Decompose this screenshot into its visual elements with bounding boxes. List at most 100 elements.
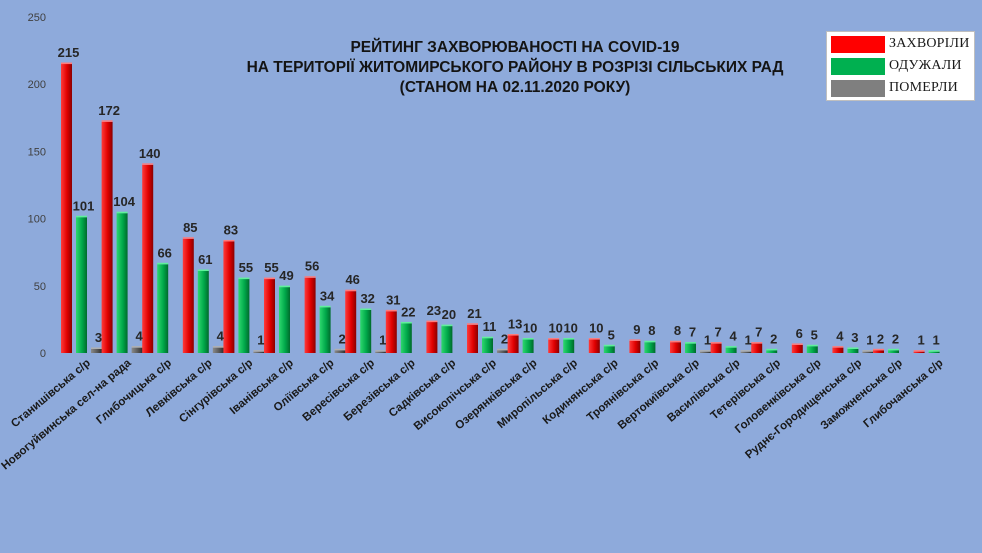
data-label: 10 <box>523 321 537 336</box>
bar-top-face <box>375 350 387 352</box>
data-label: 2 <box>501 331 508 346</box>
legend-item-deceased: ПОМЕРЛИ <box>831 78 971 98</box>
bar-recovered <box>319 307 331 353</box>
bar-top-face <box>304 276 316 278</box>
data-label: 4 <box>729 329 737 344</box>
y-tick-label: 50 <box>34 281 46 293</box>
chart-title: РЕЙТИНГ ЗАХВОРЮВАНОСТІ НА COVID-19 НА ТЕ… <box>215 38 815 98</box>
bar-infected <box>548 339 560 353</box>
y-tick-label: 200 <box>28 79 46 91</box>
bar-top-face <box>507 334 519 336</box>
data-label: 104 <box>113 194 135 209</box>
bar-recovered <box>563 339 575 353</box>
bar-recovered <box>400 323 412 353</box>
bar-top-face <box>334 348 346 351</box>
y-tick-label: 100 <box>28 214 46 226</box>
bar-recovered <box>522 339 534 353</box>
data-label: 4 <box>217 329 225 344</box>
data-label: 3 <box>851 330 858 345</box>
data-label: 20 <box>442 307 456 322</box>
data-label: 9 <box>633 322 640 337</box>
bar-top-face <box>76 215 87 218</box>
bar-deceased <box>740 351 752 353</box>
category-label: Сінгурівська с/р <box>177 357 255 425</box>
data-label: 8 <box>648 323 655 338</box>
bar-top-face <box>888 348 899 351</box>
category-label: Тетерівська с/р <box>709 357 783 422</box>
data-label: 2 <box>877 331 884 346</box>
bar-top-face <box>563 338 575 340</box>
bar-recovered <box>441 326 453 353</box>
bar-top-face <box>157 262 169 265</box>
bar-top-face <box>116 211 128 214</box>
legend-swatch-green <box>831 58 885 75</box>
bar-top-face <box>385 309 397 312</box>
data-label: 10 <box>563 321 577 336</box>
bar-top-face <box>238 277 250 280</box>
data-label: 13 <box>508 317 522 332</box>
bar-top-face <box>751 342 763 344</box>
data-label: 7 <box>755 325 762 340</box>
value-labels-group: 2151013172104414066856148355155495634246… <box>58 45 940 348</box>
bar-deceased <box>212 347 224 353</box>
legend-swatch-red <box>831 36 885 53</box>
legend-item-infected: ЗАХВОРІЛИ <box>831 34 971 54</box>
data-label: 215 <box>58 45 80 60</box>
data-label: 140 <box>139 146 161 161</box>
bar-top-face <box>710 342 722 344</box>
bar-deceased <box>497 350 508 353</box>
bar-deceased <box>334 350 346 353</box>
bar-top-face <box>345 289 357 292</box>
data-label: 23 <box>427 303 441 318</box>
category-label: Василівська с/р <box>665 357 742 425</box>
data-label: 172 <box>98 103 120 118</box>
data-label: 1 <box>744 333 751 348</box>
bar-deceased <box>862 351 874 353</box>
bar-top-face <box>142 163 154 165</box>
data-label: 7 <box>689 325 696 340</box>
bar-infected <box>670 342 681 353</box>
category-label: Глибочанська с/р <box>862 357 946 430</box>
bar-top-face <box>913 350 925 352</box>
bar-top-face <box>740 350 752 352</box>
data-label: 4 <box>836 329 844 344</box>
bar-top-face <box>847 347 859 349</box>
bar-top-face <box>441 324 453 327</box>
data-label: 55 <box>239 260 253 275</box>
bar-infected <box>507 335 519 353</box>
data-label: 32 <box>360 291 374 306</box>
title-line-1: РЕЙТИНГ ЗАХВОРЮВАНОСТІ НА COVID-19 <box>350 39 680 56</box>
data-label: 34 <box>320 288 335 303</box>
chart-legend: ЗАХВОРІЛИ ОДУЖАЛИ ПОМЕРЛИ <box>826 31 975 101</box>
bar-infected <box>264 279 275 353</box>
bar-infected <box>345 291 357 353</box>
data-label: 8 <box>674 323 681 338</box>
category-label: Троянівська с/р <box>585 357 661 424</box>
bar-recovered <box>603 346 615 353</box>
data-label: 22 <box>401 304 415 319</box>
bar-top-face <box>832 346 844 348</box>
bar-top-face <box>644 340 656 343</box>
data-label: 1 <box>379 333 386 348</box>
data-label: 49 <box>279 268 293 283</box>
data-label: 2 <box>770 331 777 346</box>
data-label: 31 <box>386 292 400 307</box>
data-label: 6 <box>796 326 803 341</box>
data-label: 4 <box>135 329 143 344</box>
y-tick-label: 150 <box>28 146 46 158</box>
bar-top-face <box>873 348 884 351</box>
bar-top-face <box>548 338 560 340</box>
bar-infected <box>101 121 113 353</box>
bar-top-face <box>91 347 102 349</box>
bar-recovered <box>279 287 290 353</box>
bar-infected <box>467 324 478 353</box>
category-label: Глибочицька с/р <box>94 357 174 427</box>
bar-top-face <box>603 344 615 347</box>
bar-top-face <box>725 346 737 348</box>
bar-top-face <box>700 350 711 352</box>
category-label: Березівська с/р <box>342 357 418 424</box>
bar-recovered <box>685 343 696 353</box>
bar-top-face <box>101 120 113 122</box>
legend-swatch-gray <box>831 80 885 97</box>
